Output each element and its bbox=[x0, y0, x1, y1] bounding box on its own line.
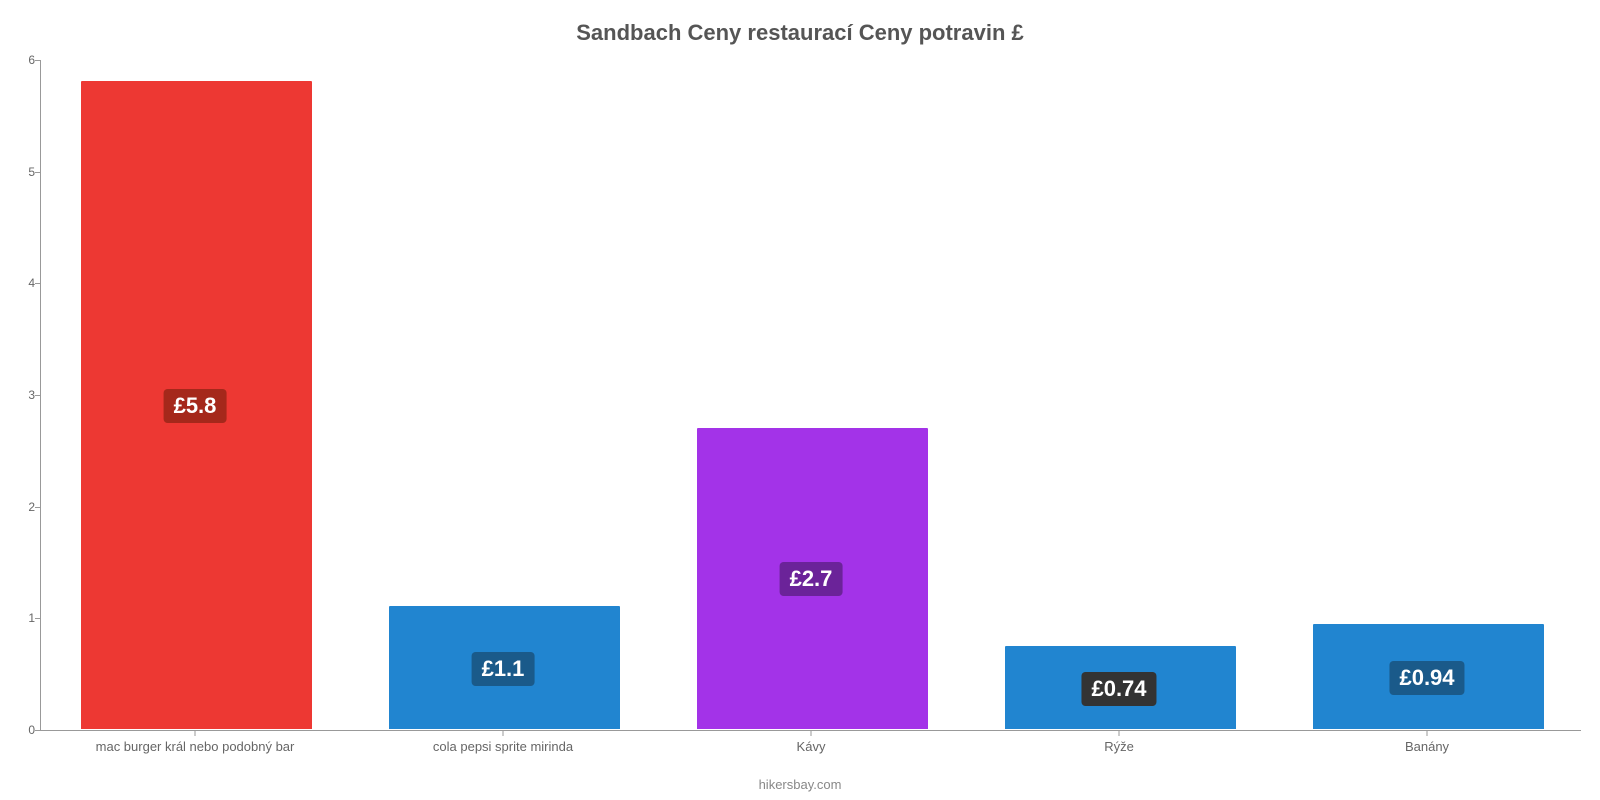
xtick-mark bbox=[503, 730, 504, 736]
xtick-mark bbox=[195, 730, 196, 736]
ytick-mark bbox=[35, 172, 41, 173]
ytick-mark bbox=[35, 395, 41, 396]
plot-area: 0123456mac burger král nebo podobný bar£… bbox=[40, 60, 1581, 731]
ytick-mark bbox=[35, 730, 41, 731]
bar-value-label: £5.8 bbox=[164, 389, 227, 423]
bar-value-label: £1.1 bbox=[472, 652, 535, 686]
xtick-label: mac burger král nebo podobný bar bbox=[96, 739, 295, 754]
ytick-mark bbox=[35, 283, 41, 284]
ytick-label: 4 bbox=[13, 276, 35, 290]
ytick-label: 3 bbox=[13, 388, 35, 402]
ytick-label: 5 bbox=[13, 165, 35, 179]
ytick-label: 6 bbox=[13, 53, 35, 67]
xtick-mark bbox=[811, 730, 812, 736]
bar-value-label: £0.74 bbox=[1081, 672, 1156, 706]
bar-value-label: £2.7 bbox=[780, 562, 843, 596]
xtick-label: Banány bbox=[1405, 739, 1449, 754]
ytick-mark bbox=[35, 618, 41, 619]
ytick-mark bbox=[35, 60, 41, 61]
chart-footer: hikersbay.com bbox=[0, 777, 1600, 792]
bar-value-label: £0.94 bbox=[1389, 661, 1464, 695]
ytick-label: 0 bbox=[13, 723, 35, 737]
xtick-mark bbox=[1119, 730, 1120, 736]
ytick-mark bbox=[35, 507, 41, 508]
ytick-label: 1 bbox=[13, 611, 35, 625]
ytick-label: 2 bbox=[13, 500, 35, 514]
xtick-label: Kávy bbox=[797, 739, 826, 754]
xtick-label: cola pepsi sprite mirinda bbox=[433, 739, 573, 754]
xtick-label: Rýže bbox=[1104, 739, 1134, 754]
bar-chart: Sandbach Ceny restaurací Ceny potravin £… bbox=[0, 0, 1600, 800]
chart-title: Sandbach Ceny restaurací Ceny potravin £ bbox=[0, 20, 1600, 46]
xtick-mark bbox=[1427, 730, 1428, 736]
